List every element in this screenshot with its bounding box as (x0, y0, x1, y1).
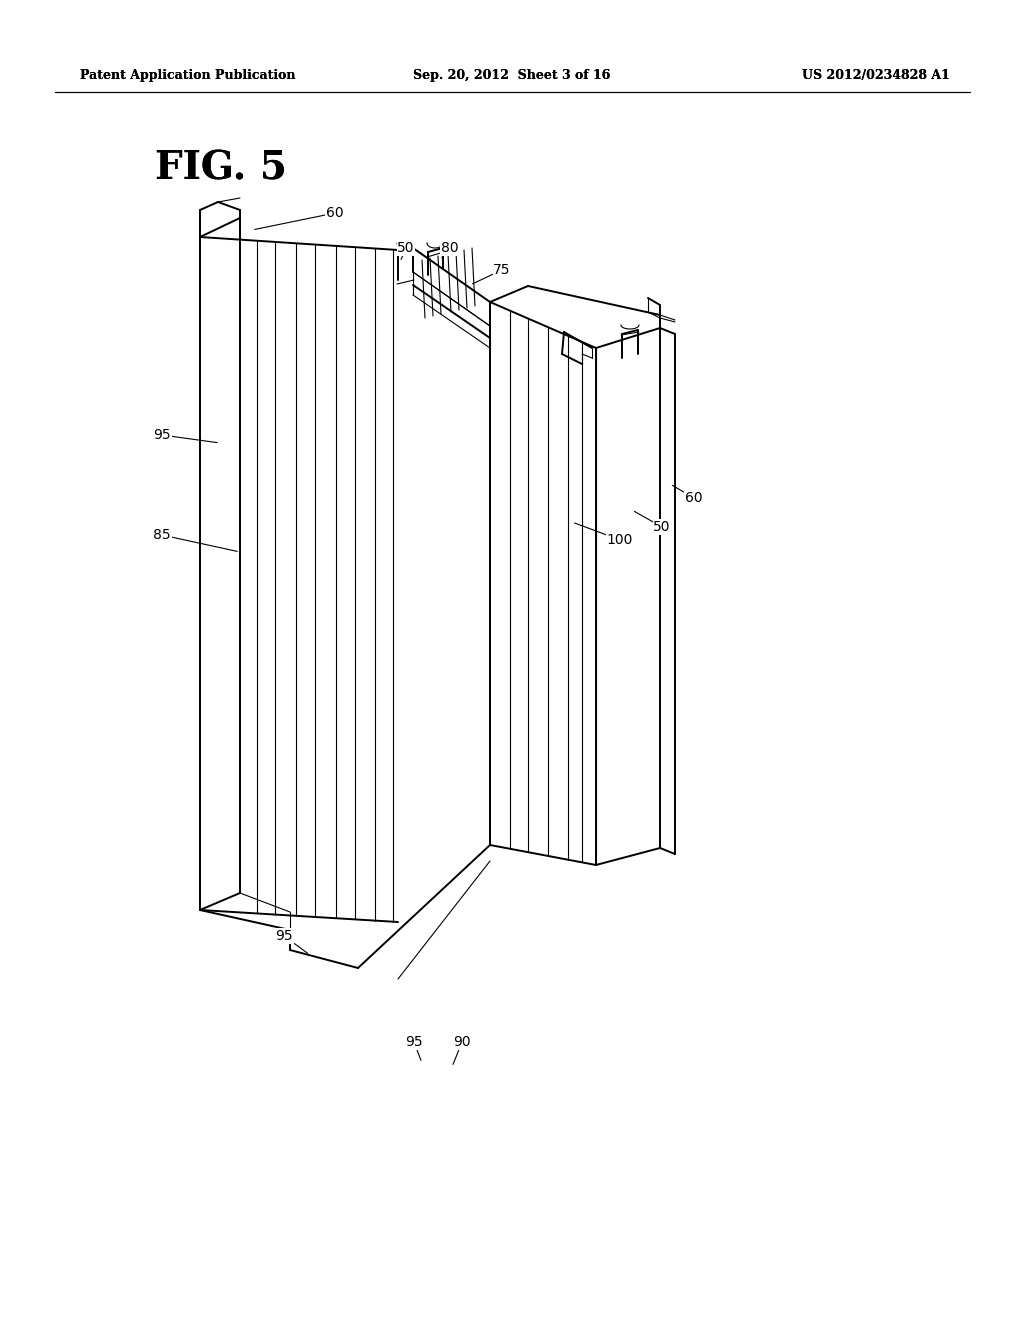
Text: 85: 85 (154, 528, 171, 543)
Text: FIG. 5: FIG. 5 (155, 149, 287, 187)
Text: 50: 50 (397, 242, 415, 255)
Text: Sep. 20, 2012  Sheet 3 of 16: Sep. 20, 2012 Sheet 3 of 16 (414, 69, 610, 82)
Text: 95: 95 (154, 428, 171, 442)
Text: 50: 50 (653, 520, 671, 535)
Text: 100: 100 (607, 533, 633, 546)
Text: 95: 95 (275, 929, 293, 942)
Text: 60: 60 (685, 491, 702, 506)
Text: 60: 60 (327, 206, 344, 220)
Text: 75: 75 (494, 263, 511, 277)
Text: Sep. 20, 2012  Sheet 3 of 16: Sep. 20, 2012 Sheet 3 of 16 (414, 69, 610, 82)
Text: Patent Application Publication: Patent Application Publication (80, 69, 296, 82)
Text: 80: 80 (441, 242, 459, 255)
Text: US 2012/0234828 A1: US 2012/0234828 A1 (802, 69, 950, 82)
Text: FIG. 5: FIG. 5 (155, 149, 287, 187)
Text: US 2012/0234828 A1: US 2012/0234828 A1 (802, 69, 950, 82)
Text: 95: 95 (406, 1035, 423, 1049)
Text: Patent Application Publication: Patent Application Publication (80, 69, 296, 82)
Text: 90: 90 (454, 1035, 471, 1049)
